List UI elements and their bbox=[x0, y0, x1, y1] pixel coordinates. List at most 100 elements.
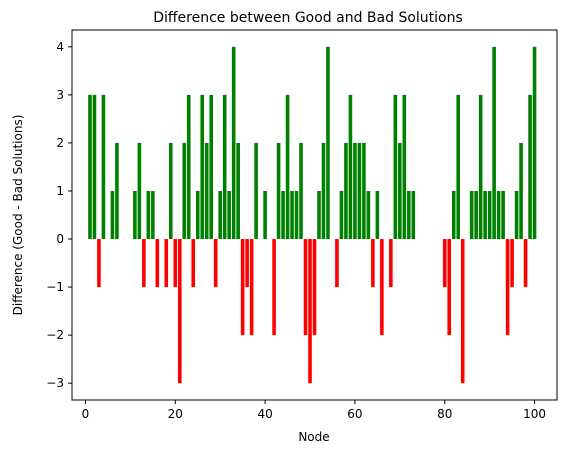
bar-node-52 bbox=[317, 190, 321, 240]
bar-node-51 bbox=[312, 239, 317, 336]
bar-node-60 bbox=[353, 142, 357, 240]
x-axis-title: Node bbox=[298, 430, 329, 444]
bar-node-99 bbox=[528, 94, 532, 240]
bar-node-14 bbox=[146, 190, 151, 240]
bar-node-94 bbox=[505, 239, 510, 336]
bar-node-66 bbox=[380, 239, 384, 336]
bar-node-80 bbox=[442, 239, 447, 288]
bar-node-21 bbox=[177, 239, 182, 384]
bar-node-3 bbox=[97, 239, 101, 288]
bar-node-40 bbox=[263, 190, 267, 240]
x-tick-label: 0 bbox=[82, 407, 90, 421]
bar-node-6 bbox=[110, 190, 115, 240]
bar-node-31 bbox=[222, 94, 227, 240]
bar-node-20 bbox=[173, 239, 178, 288]
bar-node-36 bbox=[245, 239, 249, 288]
y-tick-label: 0 bbox=[56, 232, 64, 246]
bar-node-73 bbox=[411, 190, 416, 240]
bar-node-89 bbox=[483, 190, 487, 240]
y-tick-label: −3 bbox=[46, 376, 64, 390]
x-tick-label: 80 bbox=[437, 407, 452, 421]
bar-node-22 bbox=[182, 142, 187, 240]
bar-node-72 bbox=[407, 190, 411, 240]
bar-node-62 bbox=[362, 142, 366, 240]
y-tick-label: 4 bbox=[56, 40, 64, 54]
bar-node-34 bbox=[236, 142, 240, 240]
bar-node-84 bbox=[460, 239, 465, 384]
bar-node-44 bbox=[281, 190, 285, 240]
bar-node-96 bbox=[514, 190, 519, 240]
bar-node-86 bbox=[469, 190, 474, 240]
bar-node-48 bbox=[299, 142, 303, 240]
x-tick-label: 100 bbox=[523, 407, 546, 421]
bar-node-91 bbox=[492, 46, 496, 240]
bar-node-50 bbox=[308, 239, 312, 384]
bar-node-54 bbox=[326, 46, 330, 240]
bar-node-42 bbox=[272, 239, 276, 336]
bar-node-100 bbox=[532, 46, 537, 240]
bar-node-63 bbox=[366, 190, 371, 240]
bar-node-82 bbox=[451, 190, 456, 240]
bar-node-43 bbox=[276, 142, 281, 240]
bar-node-7 bbox=[115, 142, 119, 240]
bar-node-61 bbox=[357, 142, 362, 240]
bar-node-29 bbox=[213, 239, 218, 288]
y-tick-label: −1 bbox=[46, 280, 64, 294]
x-tick-label: 40 bbox=[257, 407, 272, 421]
bar-node-16 bbox=[155, 239, 160, 288]
x-axis-ticks: 0 20 40 60 80 100 bbox=[82, 400, 546, 421]
bar-node-28 bbox=[209, 94, 214, 240]
y-tick-label: 2 bbox=[56, 136, 64, 150]
plot-frame bbox=[71, 29, 558, 401]
bar-node-37 bbox=[249, 239, 254, 336]
bar-node-70 bbox=[398, 142, 402, 240]
bar-node-38 bbox=[254, 142, 258, 240]
bar-node-12 bbox=[137, 142, 142, 240]
bar-node-24 bbox=[191, 239, 196, 288]
bar-node-57 bbox=[339, 190, 344, 240]
x-tick-label: 20 bbox=[168, 407, 183, 421]
bar-node-59 bbox=[348, 94, 353, 240]
bar-node-47 bbox=[294, 190, 299, 240]
y-axis-title: Difference (Good - Bad Solutions) bbox=[11, 115, 25, 316]
bar-node-13 bbox=[142, 239, 146, 288]
bar-node-95 bbox=[510, 239, 514, 288]
bar-node-65 bbox=[375, 190, 380, 240]
bar-node-35 bbox=[240, 239, 245, 336]
bar-node-30 bbox=[218, 190, 222, 240]
bar-node-25 bbox=[195, 190, 200, 240]
bar-node-71 bbox=[402, 94, 407, 240]
bar-node-33 bbox=[231, 46, 236, 240]
y-axis-ticks: −3 −2 −1 0 1 2 3 4 bbox=[46, 40, 72, 390]
bar-node-93 bbox=[501, 190, 505, 240]
bar-node-98 bbox=[523, 239, 528, 288]
bar-node-88 bbox=[478, 94, 483, 240]
bar-node-92 bbox=[496, 190, 501, 240]
bar-node-27 bbox=[204, 142, 209, 240]
bar-node-23 bbox=[186, 94, 191, 240]
bar-node-69 bbox=[393, 94, 398, 240]
bar-node-2 bbox=[92, 94, 97, 240]
bar-node-56 bbox=[335, 239, 339, 288]
bar-node-11 bbox=[133, 190, 137, 240]
bar-node-49 bbox=[303, 239, 308, 336]
x-tick-label: 60 bbox=[347, 407, 362, 421]
bar-node-53 bbox=[321, 142, 326, 240]
bar-node-18 bbox=[164, 239, 169, 288]
bar-node-83 bbox=[456, 94, 460, 240]
bar-node-45 bbox=[285, 94, 290, 240]
bar-node-32 bbox=[227, 190, 231, 240]
bar-node-4 bbox=[101, 94, 106, 240]
bar-node-58 bbox=[344, 142, 348, 240]
bar-node-68 bbox=[389, 239, 393, 288]
bar-node-26 bbox=[200, 94, 205, 240]
bar-node-97 bbox=[519, 142, 523, 240]
y-tick-label: 1 bbox=[56, 184, 64, 198]
bars-group bbox=[88, 46, 537, 384]
bar-node-64 bbox=[371, 239, 375, 288]
bar-node-87 bbox=[474, 190, 478, 240]
bar-node-15 bbox=[151, 190, 155, 240]
chart-title: Difference between Good and Bad Solution… bbox=[153, 10, 463, 26]
bar-node-1 bbox=[88, 94, 92, 240]
